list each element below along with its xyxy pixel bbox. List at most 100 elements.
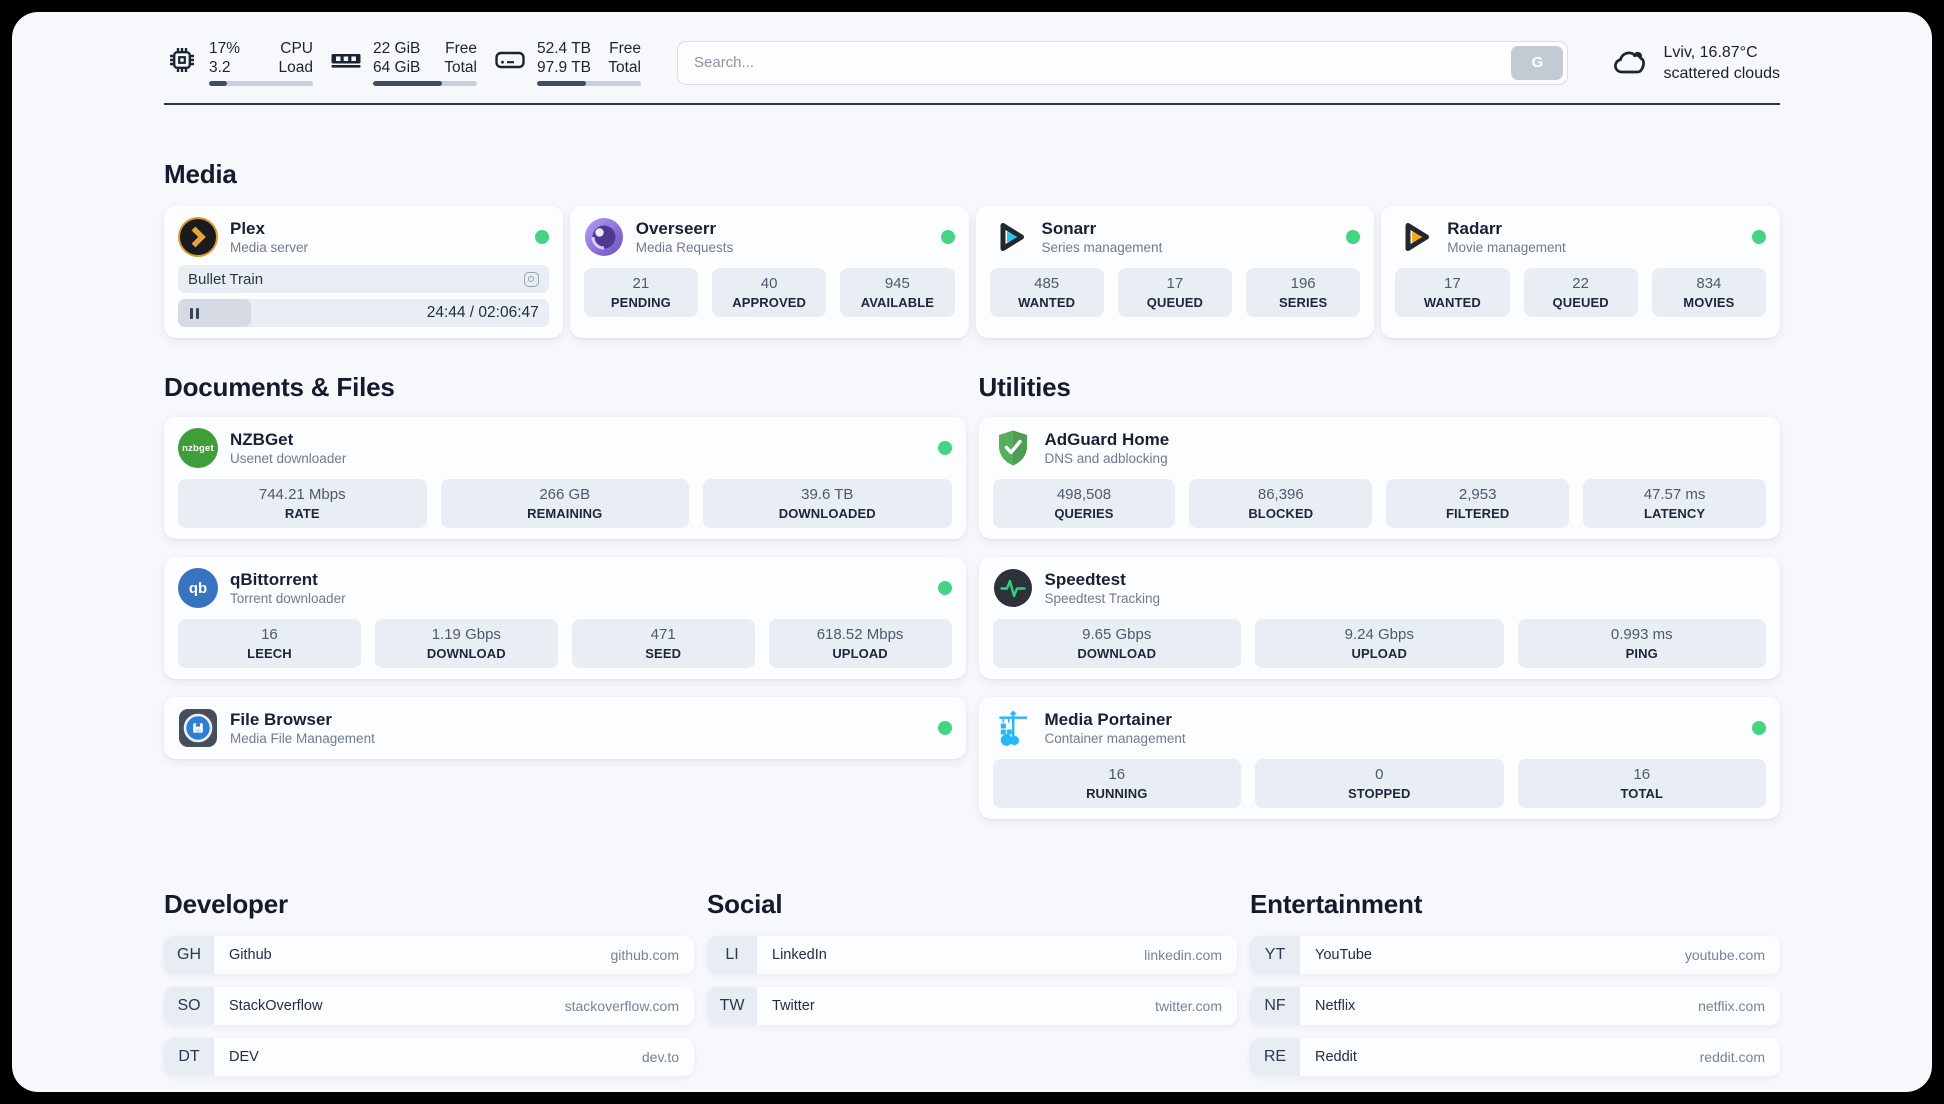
app-card-qbittorrent[interactable]: qb qBittorrent Torrent downloader 16 LEEC…: [164, 557, 966, 679]
filebrowser-icon: [178, 708, 218, 748]
section-title-developer: Developer: [164, 889, 288, 919]
memory-free-value: 22 GiB: [373, 40, 421, 57]
app-description: Movie management: [1447, 240, 1566, 255]
bookmark-abbr: NF: [1250, 987, 1300, 1025]
app-description: DNS and adblocking: [1044, 451, 1168, 466]
cloud-icon: [1614, 51, 1646, 73]
app-name: Plex: [230, 219, 265, 238]
section-title-media: Media: [164, 159, 237, 189]
playback-time: 24:44 / 02:06:47: [426, 304, 539, 321]
stat-available: 945 AVAILABLE: [840, 268, 955, 317]
app-card-adguard[interactable]: AdGuard Home DNS and adblocking 498,508 Q…: [978, 417, 1780, 539]
memory-progress-bar: [373, 81, 477, 86]
stat-latency: 47.57 ms LATENCY: [1583, 479, 1766, 528]
disk-free-label: Free: [609, 40, 641, 57]
cpu-usage-value: 17%: [209, 40, 241, 57]
stat-series: 196 SERIES: [1246, 268, 1361, 317]
disk-total-value: 97.9 TB: [537, 59, 592, 76]
documents-column: Documents & Files nzbget NZBGet Usenet d…: [164, 372, 966, 759]
memory-total-label: Total: [444, 59, 477, 76]
bookmark-abbr: SO: [164, 987, 214, 1025]
bookmark-dev[interactable]: DT DEV dev.to: [164, 1038, 694, 1076]
app-name: NZBGet: [230, 430, 294, 449]
app-card-overseerr[interactable]: Overseerr Media Requests 21 PENDING 40 APP…: [569, 206, 969, 338]
bookmark-linkedin[interactable]: LI LinkedIn linkedin.com: [707, 936, 1237, 974]
topbar: 17% 3.2 CPU Load: [164, 12, 1780, 86]
bookmark-netflix[interactable]: NF Netflix netflix.com: [1250, 987, 1780, 1025]
bookmark-youtube[interactable]: YT YouTube youtube.com: [1250, 936, 1780, 974]
app-card-portainer[interactable]: Media Portainer Container management 16 R…: [978, 697, 1780, 819]
bookmark-abbr: YT: [1250, 936, 1300, 974]
bookmark-stackoverflow[interactable]: SO StackOverflow stackoverflow.com: [164, 987, 694, 1025]
status-online-dot: [1346, 230, 1361, 244]
cpu-load-value: 3.2: [209, 59, 231, 76]
app-name: Radarr: [1447, 219, 1503, 238]
bookmark-label: YouTube: [1315, 947, 1372, 963]
status-online-dot: [534, 230, 549, 244]
developer-column: Developer GH Github github.com SO StackO…: [164, 889, 694, 1076]
search-bar: G: [677, 40, 1569, 85]
app-description: Media File Management: [230, 731, 375, 746]
dashboard-page: 17% 3.2 CPU Load: [12, 12, 1932, 1092]
cpu-label: CPU: [280, 40, 313, 57]
app-card-nzbget[interactable]: nzbget NZBGet Usenet downloader 744.21 M…: [164, 417, 966, 539]
bookmark-url: linkedin.com: [1144, 947, 1222, 963]
section-title-entertainment: Entertainment: [1250, 889, 1423, 919]
app-card-radarr[interactable]: Radarr Movie management 17 WANTED 22 QUEUE…: [1381, 206, 1780, 338]
app-card-speedtest[interactable]: Speedtest Speedtest Tracking 9.65 Gbps DO…: [978, 557, 1780, 679]
stat-queries: 498,508 QUERIES: [992, 479, 1176, 528]
stat-seed: 471 SEED: [571, 619, 755, 668]
bookmark-url: stackoverflow.com: [564, 998, 679, 1014]
app-card-plex[interactable]: Plex Media server Bullet Train 24:44 / 0…: [164, 206, 563, 338]
bookmark-url: youtube.com: [1684, 947, 1765, 963]
disk-progress-bar: [537, 81, 641, 86]
header-divider: [164, 103, 1780, 105]
app-name: Media Portainer: [1044, 710, 1173, 729]
memory-free-label: Free: [445, 40, 477, 57]
bookmark-url: netflix.com: [1698, 998, 1765, 1014]
bookmark-label: StackOverflow: [229, 998, 323, 1014]
utilities-column: Utilities AdGuard Home: [978, 372, 1780, 819]
app-description: Torrent downloader: [230, 591, 346, 606]
search-input[interactable]: [677, 40, 1569, 85]
bookmark-reddit[interactable]: RE Reddit reddit.com: [1250, 1038, 1780, 1076]
app-card-sonarr[interactable]: Sonarr Series management 485 WANTED 17 QUE…: [975, 206, 1375, 338]
status-online-dot: [937, 441, 952, 455]
bookmark-url: reddit.com: [1699, 1049, 1765, 1065]
disk-free-value: 52.4 TB: [537, 40, 592, 57]
bookmark-github[interactable]: GH Github github.com: [164, 936, 694, 974]
stat-download: 9.65 Gbps DOWNLOAD: [992, 619, 1241, 668]
stat-total: 16 TOTAL: [1517, 759, 1766, 808]
bookmark-label: LinkedIn: [772, 947, 827, 963]
stat-blocked: 86,396 BLOCKED: [1189, 479, 1373, 528]
app-description: Container management: [1044, 731, 1186, 746]
cpu-stat: 17% 3.2 CPU Load: [164, 39, 313, 86]
weather-condition: scattered clouds: [1663, 64, 1780, 82]
bookmark-twitter[interactable]: TW Twitter twitter.com: [707, 987, 1237, 1025]
stat-pending: 21 PENDING: [583, 268, 698, 317]
app-card-filebrowser[interactable]: File Browser Media File Management: [164, 697, 966, 759]
stat-queued: 17 QUEUED: [1117, 268, 1232, 317]
plex-icon: [178, 217, 218, 257]
stat-rate: 744.21 Mbps RATE: [178, 479, 427, 528]
stat-leech: 16 LEECH: [178, 619, 361, 668]
portainer-icon: [993, 708, 1033, 748]
app-description: Usenet downloader: [230, 451, 347, 466]
cpu-progress-bar: [209, 81, 313, 86]
stat-stopped: 0 STOPPED: [1255, 759, 1504, 808]
status-online-dot: [1752, 230, 1766, 244]
pause-icon[interactable]: [190, 307, 199, 319]
disk-stat: 52.4 TB 97.9 TB Free Total: [492, 39, 641, 86]
media-cards-row: Plex Media server Bullet Train 24:44 / 0…: [164, 206, 1780, 338]
bookmark-abbr: DT: [164, 1038, 214, 1076]
playback-progress-row: 24:44 / 02:06:47: [178, 299, 549, 327]
memory-total-value: 64 GiB: [373, 59, 421, 76]
stat-wanted: 17 WANTED: [1395, 268, 1510, 317]
bookmark-abbr: GH: [164, 936, 214, 974]
status-online-dot: [1752, 721, 1766, 735]
app-name: Overseerr: [635, 219, 717, 238]
search-engine-button[interactable]: G: [1511, 45, 1564, 80]
session-camera-icon: [523, 271, 539, 287]
overseerr-icon: [584, 217, 624, 257]
app-name: qBittorrent: [230, 570, 318, 589]
